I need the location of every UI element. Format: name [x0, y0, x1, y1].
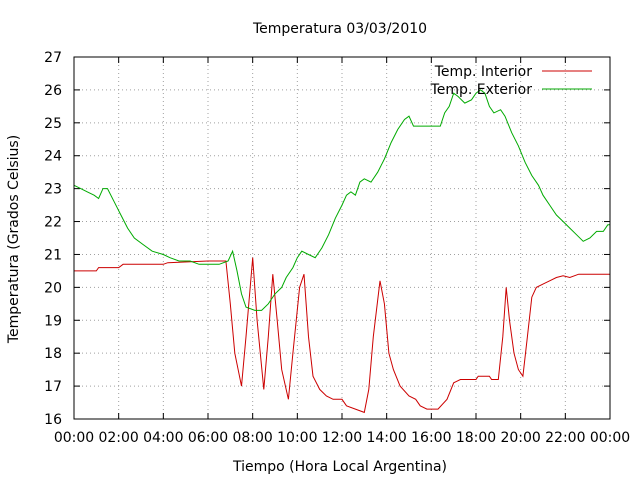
- x-tick-label: 00:00: [590, 430, 630, 446]
- y-tick-label: 21: [44, 247, 62, 263]
- x-axis-label: Tiempo (Hora Local Argentina): [232, 459, 447, 475]
- x-tick-label: 16:00: [411, 430, 451, 446]
- x-tick-label: 12:00: [322, 430, 362, 446]
- grid: [74, 57, 610, 419]
- y-tick-label: 22: [44, 215, 62, 231]
- y-tick-label: 18: [44, 346, 62, 362]
- x-tick-label: 00:00: [54, 430, 94, 446]
- x-tick-label: 06:00: [188, 430, 228, 446]
- y-tick-label: 27: [44, 50, 62, 66]
- legend-label-temp-interior: Temp. Interior: [434, 64, 533, 80]
- y-tick-label: 19: [44, 313, 62, 329]
- x-tick-label: 20:00: [500, 430, 540, 446]
- series-layer: [73, 89, 610, 414]
- x-tick-label: 14:00: [366, 430, 406, 446]
- legend-label-temp-exterior: Temp. Exterior: [430, 82, 533, 98]
- y-axis-label: Temperatura (Grados Celsius): [6, 135, 22, 344]
- x-tick-label: 10:00: [277, 430, 317, 446]
- x-tick-label: 22:00: [545, 430, 585, 446]
- x-tick-label: 04:00: [143, 430, 183, 446]
- y-tick-label: 25: [44, 116, 62, 132]
- x-tick-label: 08:00: [232, 430, 272, 446]
- series-line-temp-exterior: [73, 89, 610, 311]
- y-tick-label: 26: [44, 83, 62, 99]
- x-tick-label: 02:00: [98, 430, 138, 446]
- y-tick-label: 16: [44, 412, 62, 428]
- y-tick-label: 20: [44, 280, 62, 296]
- series-line-temp-interior: [74, 257, 610, 414]
- y-tick-label: 24: [44, 149, 62, 165]
- chart-title: Temperatura 03/03/2010: [252, 21, 427, 37]
- y-tick-label: 17: [44, 379, 62, 395]
- x-tick-label: 18:00: [456, 430, 496, 446]
- y-tick-label: 23: [44, 182, 62, 198]
- legend: Temp. Interior Temp. Exterior: [430, 64, 592, 98]
- plot-frame: [73, 56, 611, 420]
